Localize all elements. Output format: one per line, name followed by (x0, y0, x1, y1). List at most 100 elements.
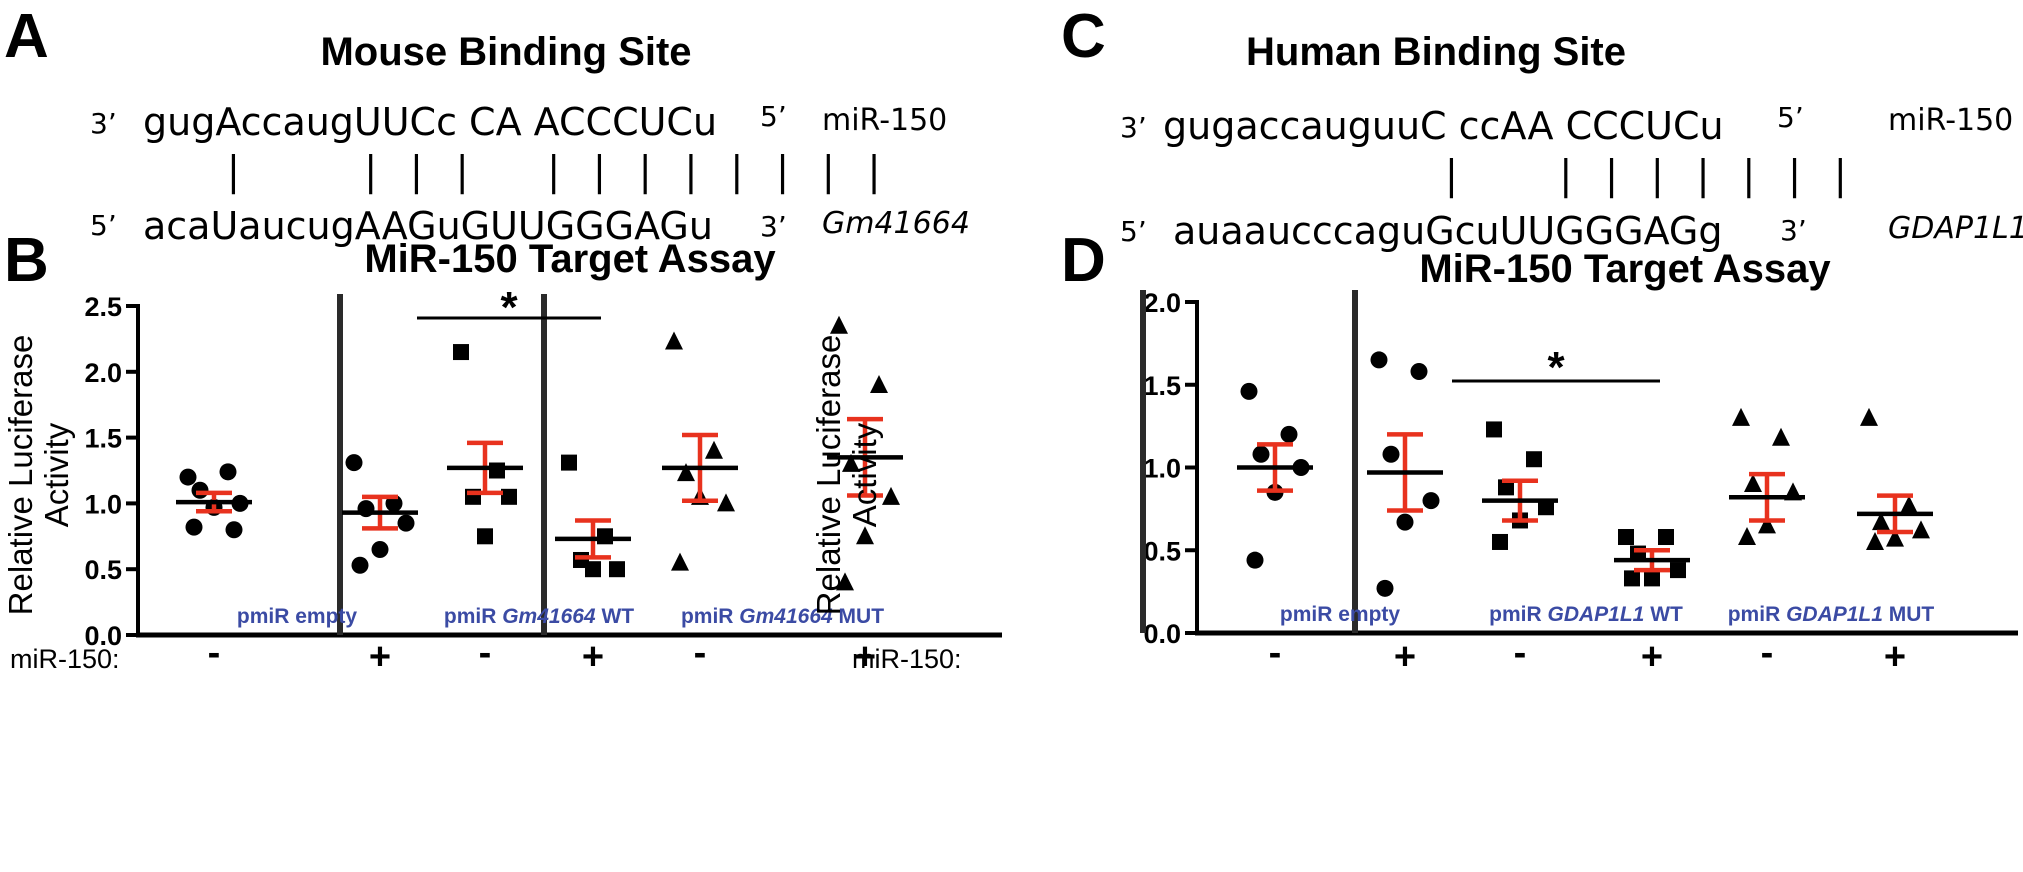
data-point-triangle (882, 486, 900, 505)
data-point-circle (1280, 425, 1298, 443)
data-point-circle (1240, 382, 1258, 400)
series-circle (342, 454, 418, 574)
series-triangle (1729, 407, 1805, 546)
data-point-triangle (870, 374, 888, 393)
significance-star: * (500, 283, 518, 332)
chart-b: MiR-150 Target Assay Relative LuciferaseA… (2, 237, 1002, 678)
group-label: pmiR GDAP1L1 MUT (1728, 603, 1935, 626)
data-point-circle (1246, 551, 1264, 569)
series-circle (1367, 351, 1443, 597)
series-triangle (662, 331, 738, 571)
data-point-circle (385, 494, 403, 512)
group-label-part: Gm41664 (496, 605, 596, 628)
y-axis-label: Relative LuciferaseActivity (810, 335, 883, 616)
data-point-triangle (717, 493, 735, 512)
data-point-circle (1370, 351, 1388, 369)
group-label-part: GDAP1L1 (1542, 603, 1645, 626)
data-point-circle (185, 518, 203, 536)
condition-label: - (1761, 632, 1774, 674)
y-tick-label: 0.0 (84, 621, 122, 651)
data-point-triangle (830, 315, 848, 334)
series-circle (176, 463, 252, 539)
data-point-square (1526, 451, 1542, 468)
condition-label: + (1641, 636, 1663, 678)
chart-title: MiR-150 Target Assay (1419, 247, 1831, 291)
y-axis-label: Relative LuciferaseActivity (2, 335, 75, 616)
condition-label: + (582, 636, 604, 678)
data-point-triangle (1758, 515, 1776, 534)
panel-letter-a: A (4, 2, 49, 71)
group-label: pmiR empty (237, 605, 358, 628)
data-point-square (501, 488, 517, 505)
y-tick-label: 2.0 (1143, 288, 1181, 318)
panel-letter-d: D (1061, 226, 1106, 295)
panel-c-bottom-5prime: 5’ (1120, 215, 1147, 248)
panel-a-bottom-3prime: 3’ (760, 210, 787, 243)
condition-label: + (854, 636, 876, 678)
data-point-square (1618, 529, 1634, 546)
condition-label: + (1394, 636, 1416, 678)
y-tick-label: 2.0 (84, 358, 122, 388)
data-point-circle (179, 468, 197, 486)
data-point-circle (191, 481, 209, 499)
condition-label: + (1884, 636, 1906, 678)
data-point-square (609, 561, 625, 578)
condition-label: - (208, 632, 221, 674)
panel-a-title: Mouse Binding Site (320, 30, 692, 74)
group-label-part: pmiR (681, 605, 734, 628)
data-point-triangle (1872, 512, 1890, 531)
data-point-square (489, 462, 505, 479)
data-point-triangle (1732, 407, 1750, 426)
data-point-circle (1376, 579, 1394, 597)
data-point-square (1492, 533, 1508, 550)
panel-c-mir150-label: miR-150 (1888, 103, 2014, 138)
group-label-part: MUT (1883, 603, 1934, 626)
data-point-square (453, 344, 469, 361)
panel-c-mir150-sequence: gugaccauguuC ccAA CCCUCu (1163, 104, 1724, 148)
group-label-part: pmiR (1489, 603, 1542, 626)
chart-title: MiR-150 Target Assay (364, 237, 776, 281)
group-label-part: GDAP1L1 (1780, 603, 1883, 626)
panel-a-top-3prime: 3’ (90, 107, 117, 140)
group-label-part: MUT (833, 605, 884, 628)
data-point-circle (345, 454, 363, 472)
series-square (1482, 421, 1558, 550)
group-label: pmiR Gm41664 MUT (681, 605, 884, 628)
panel-a-mir150-label: miR-150 (822, 103, 948, 138)
series-square (555, 454, 631, 578)
y-axis-label-line: Activity (38, 422, 75, 527)
panel-a-target-label: Gm41664 (822, 206, 970, 241)
chart-d: MiR-150 Target Assay Relative LuciferaseA… (810, 247, 2018, 678)
data-point-triangle (1860, 407, 1878, 426)
data-point-triangle (1738, 527, 1756, 546)
data-point-circle (1396, 513, 1414, 531)
data-point-triangle (1772, 427, 1790, 446)
y-tick-label: 1.0 (1143, 454, 1181, 484)
data-point-triangle (856, 526, 874, 545)
panel-a-base-pairs: | | | | | | | | | | | | (222, 147, 886, 195)
data-point-square (561, 454, 577, 471)
data-point-circle (397, 514, 415, 532)
data-point-circle (1252, 445, 1270, 463)
y-tick-label: 0.5 (1143, 536, 1181, 566)
y-tick-label: 1.5 (84, 424, 122, 454)
data-point-circle (1422, 492, 1440, 510)
data-point-triangle (705, 440, 723, 459)
y-tick-label: 1.0 (84, 489, 122, 519)
data-point-triangle (842, 453, 860, 472)
data-point-circle (1410, 363, 1428, 381)
data-point-circle (225, 521, 243, 539)
data-point-triangle (1866, 531, 1884, 550)
data-point-triangle (671, 552, 689, 571)
data-point-triangle (1912, 520, 1930, 539)
data-point-triangle (836, 572, 854, 591)
group-label-part: WT (596, 605, 635, 628)
data-point-square (1670, 562, 1686, 579)
data-point-square (477, 528, 493, 545)
condition-row-label: miR-150: (852, 644, 962, 674)
data-point-circle (371, 540, 389, 558)
group-label-part: WT (1644, 603, 1683, 626)
data-point-triangle (677, 463, 695, 482)
condition-row-label: miR-150: (10, 644, 120, 674)
